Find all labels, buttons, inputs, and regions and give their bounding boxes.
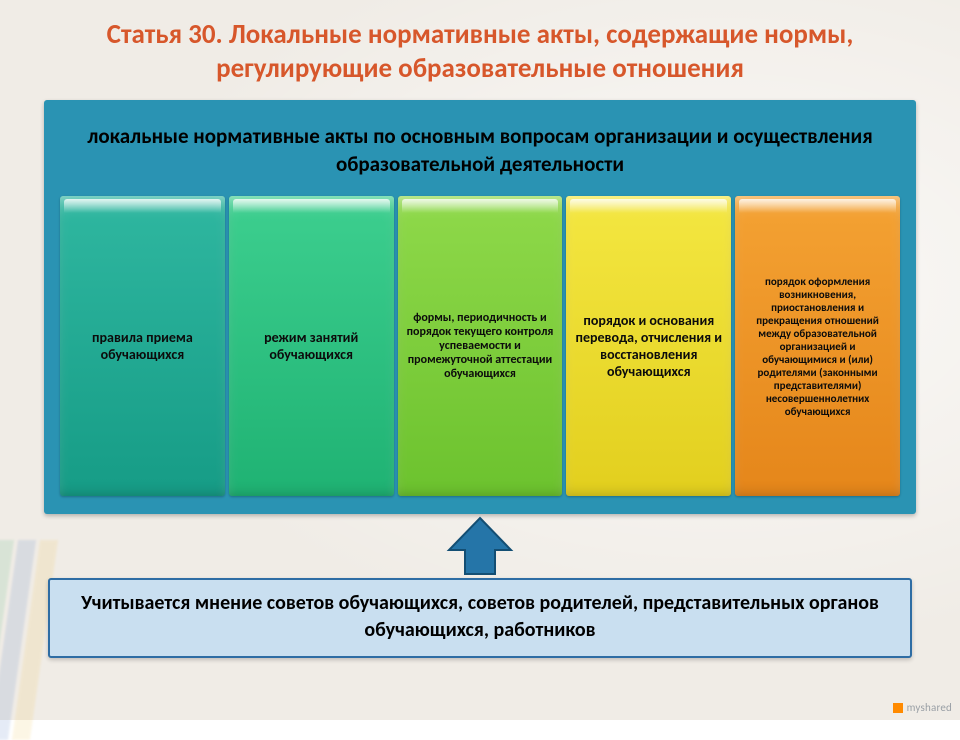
column-3-label: формы, периодичность и порядок текущего …: [406, 311, 555, 381]
arrow-container: [44, 514, 916, 578]
up-arrow-shape: [449, 518, 511, 574]
slide: Статья 30. Локальные нормативные акты, с…: [0, 0, 960, 720]
up-arrow-icon: [445, 516, 515, 576]
column-2: режим занятий обучающихся: [229, 196, 394, 496]
column-5: порядок оформления возникновения, приост…: [735, 196, 900, 496]
columns-container: правила приема обучающихся режим занятий…: [60, 196, 900, 496]
watermark: myshared: [893, 701, 952, 714]
column-2-label: режим занятий обучающихся: [237, 329, 386, 363]
column-5-label: порядок оформления возникновения, приост…: [743, 275, 892, 418]
column-1-label: правила приема обучающихся: [68, 329, 217, 363]
column-1: правила приема обучающихся: [60, 196, 225, 496]
column-4: порядок и основания перевода, отчисления…: [566, 196, 731, 496]
main-panel: локальные нормативные акты по основным в…: [44, 100, 916, 515]
column-3: формы, периодичность и порядок текущего …: [398, 196, 563, 496]
footer-box: Учитывается мнение советов обучающихся, …: [48, 578, 912, 658]
watermark-icon: [893, 703, 903, 713]
slide-title: Статья 30. Локальные нормативные акты, с…: [44, 18, 916, 86]
panel-heading: локальные нормативные акты по основным в…: [60, 122, 900, 179]
column-4-label: порядок и основания перевода, отчисления…: [574, 312, 723, 380]
watermark-text: myshared: [907, 701, 952, 714]
